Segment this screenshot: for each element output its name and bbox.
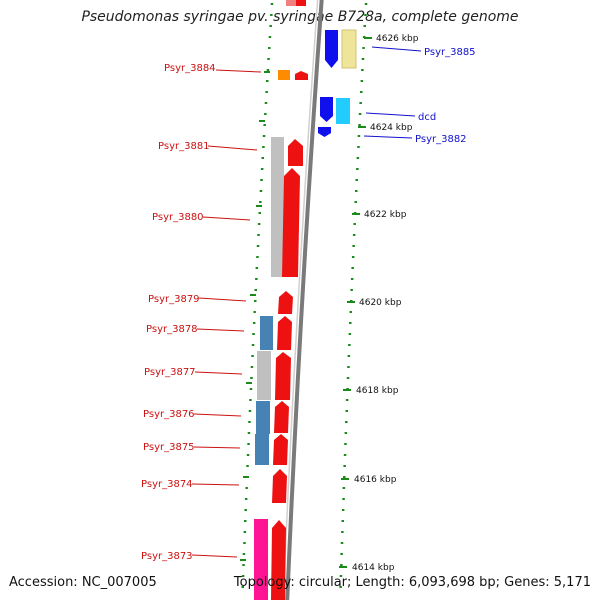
scale-label-4614: 4614 kbp [352,563,395,573]
label-psyr-3881[interactable]: Psyr_3881 [158,141,210,152]
outer-scale-ring [339,3,368,588]
gene-psyr-3875-arrow[interactable] [273,434,288,465]
inner-scale-ring [241,3,274,588]
gene-psyr-3874-arrow[interactable] [272,469,287,503]
scale-label-4624: 4624 kbp [370,123,413,133]
gene-dcd-arrow[interactable] [320,97,333,122]
label-psyr-3873[interactable]: Psyr_3873 [141,551,193,562]
gene-feature-top-red[interactable] [296,0,306,6]
gene-psyr-3877-arrow[interactable] [275,352,291,400]
gene-psyr-3878-box[interactable] [260,316,273,350]
gene-psyr-3882-arrow[interactable] [318,127,331,137]
gene-psyr-3879-arrow[interactable] [278,291,293,314]
accession-text: Accession: NC_007005 [9,575,157,590]
scale-labels: 4626 kbp 4624 kbp 4622 kbp 4620 kbp 4618… [352,34,419,573]
scale-label-4626: 4626 kbp [376,34,419,44]
scale-label-4622: 4622 kbp [364,210,407,220]
right-leader-lines [363,46,422,139]
backbone-ring [285,0,324,600]
gene-psyr-3885-arrow[interactable] [325,30,338,68]
scale-label-4620: 4620 kbp [359,298,402,308]
gene-psyr-3884-arrow[interactable] [295,71,308,80]
gene-dcd-box[interactable] [336,98,350,124]
label-psyr-3879[interactable]: Psyr_3879 [148,294,200,305]
label-psyr-3874[interactable]: Psyr_3874 [141,479,193,490]
label-psyr-3880[interactable]: Psyr_3880 [152,212,204,223]
gene-psyr-3880-arrow[interactable] [282,168,300,277]
label-psyr-3875[interactable]: Psyr_3875 [143,442,195,453]
gene-psyr-3885-box[interactable] [341,29,357,69]
gene-psyr-3878-arrow[interactable] [277,316,292,350]
label-psyr-3884[interactable]: Psyr_3884 [164,63,216,74]
topology-text: Topology: circular; Length: 6,093,698 bp… [233,575,591,590]
gene-feature-top-pink[interactable] [286,0,296,6]
gene-psyr-3876-box[interactable] [256,401,270,434]
gene-psyr-3881-arrow[interactable] [288,139,303,166]
backbone-ring-inner [282,0,319,600]
gene-psyr-3873-arrow[interactable] [271,520,286,600]
right-gene-labels: Psyr_3885 dcd Psyr_3882 [415,47,476,145]
major-ticks [240,37,372,568]
label-psyr-3877[interactable]: Psyr_3877 [144,367,196,378]
gene-psyr-3876-arrow[interactable] [274,401,289,433]
gene-psyr-3881-box[interactable] [271,137,284,277]
label-psyr-3885[interactable]: Psyr_3885 [424,47,476,58]
gene-psyr-3884-box[interactable] [278,70,290,80]
label-dcd[interactable]: dcd [418,112,436,123]
genome-title: Pseudomonas syringae pv. syringae B728a,… [81,9,519,25]
label-psyr-3878[interactable]: Psyr_3878 [146,324,198,335]
scale-label-4616: 4616 kbp [354,475,397,485]
gene-psyr-3877-box[interactable] [257,351,271,400]
gene-psyr-3875-box[interactable] [255,434,269,465]
label-psyr-3876[interactable]: Psyr_3876 [143,409,195,420]
left-gene-labels: Psyr_3884 Psyr_3881 Psyr_3880 Psyr_3879 … [141,63,216,562]
left-leader-lines [191,69,262,558]
label-psyr-3882[interactable]: Psyr_3882 [415,134,467,145]
scale-label-4618: 4618 kbp [356,386,399,396]
gene-psyr-3873-box[interactable] [254,519,268,600]
